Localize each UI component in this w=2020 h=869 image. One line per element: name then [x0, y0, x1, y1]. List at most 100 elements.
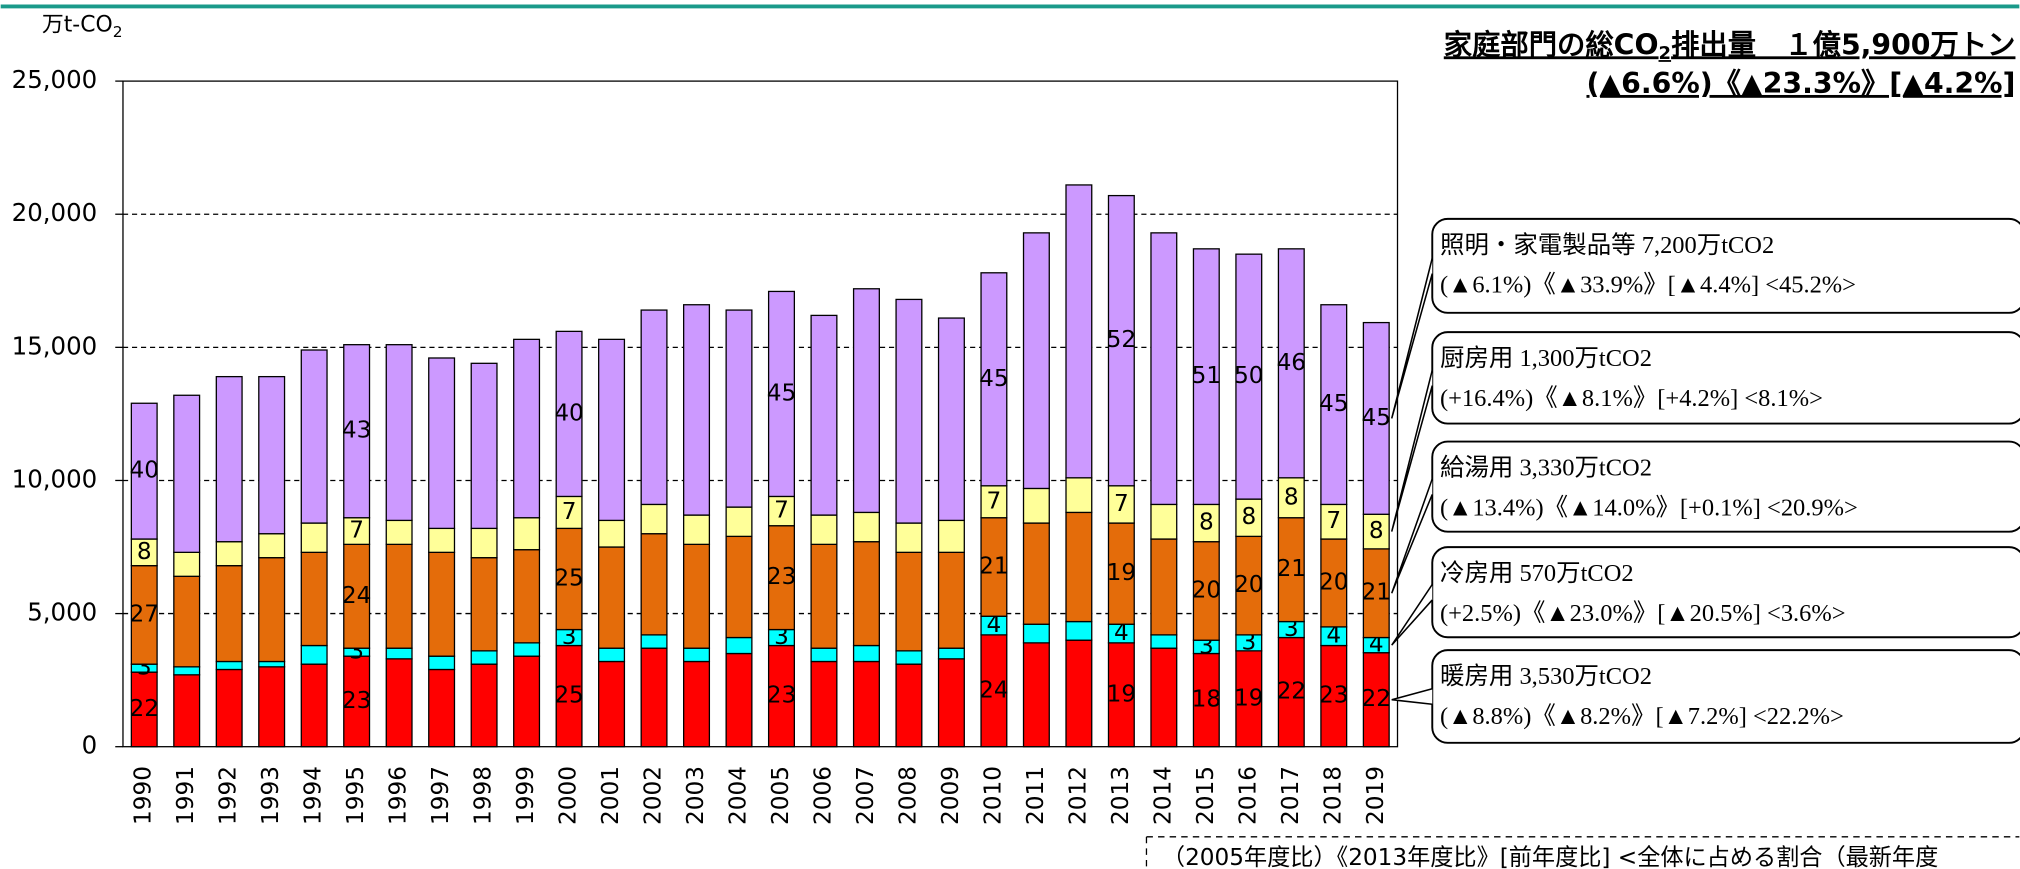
share-label: 24	[979, 676, 1008, 703]
bar-segment	[895, 522, 923, 553]
bar-segment	[598, 546, 626, 649]
bar-segment	[428, 668, 456, 748]
bar-segment	[598, 519, 626, 548]
bar-segment	[173, 551, 201, 577]
bar-segment	[980, 634, 1008, 748]
y-tick-label: 25,000	[12, 65, 98, 94]
share-label: 19	[1107, 680, 1136, 707]
bar-segment	[215, 375, 243, 543]
x-tick-label: 2010	[979, 766, 1006, 825]
share-label: 52	[1107, 326, 1136, 353]
bar-segment	[215, 660, 243, 671]
callout-line2: (▲8.8%)《▲8.2%》[▲7.2%] <22.2%>	[1440, 703, 1844, 730]
x-tick-label: 2012	[1064, 766, 1091, 825]
bar-segment	[385, 344, 413, 522]
share-label: 22	[1277, 678, 1306, 705]
bar-segment	[852, 511, 880, 543]
bar-segment	[513, 655, 541, 748]
bar-segment	[173, 666, 201, 676]
bar-segment	[640, 309, 668, 506]
bar-segment	[215, 668, 243, 748]
x-tick-label: 2008	[894, 766, 921, 825]
bar-segment	[1107, 642, 1135, 748]
bar-segment	[1022, 487, 1050, 524]
bar-segment	[385, 519, 413, 546]
bar-segment	[1362, 548, 1390, 639]
bar-segment	[1150, 232, 1178, 506]
bar-segment	[1277, 636, 1305, 748]
bar-segment	[300, 644, 328, 665]
bar-segment	[1065, 620, 1093, 641]
bar-segment	[1065, 511, 1093, 623]
share-label: 19	[1107, 559, 1136, 586]
bar-segment	[640, 634, 668, 649]
bar-segment	[555, 495, 583, 530]
bar-segment	[1107, 485, 1135, 524]
bar-segment	[173, 575, 201, 668]
x-tick-label: 2002	[640, 766, 667, 825]
bar-segment	[1065, 184, 1093, 479]
bar-segment	[1277, 248, 1305, 479]
bar-segment	[598, 660, 626, 748]
bar-segment	[130, 402, 158, 540]
bar-segment	[555, 527, 583, 631]
callout-line1: 給湯用 3,330万tCO2	[1440, 454, 1652, 482]
share-label: 23	[342, 687, 371, 714]
callout-pointer	[1390, 257, 1434, 419]
share-label: 25	[554, 682, 583, 709]
share-label: 45	[979, 365, 1008, 392]
bar-segment	[852, 644, 880, 663]
bar-segment	[1150, 634, 1178, 649]
bar-segment	[682, 304, 711, 516]
callout-line1: 厨房用 1,300万tCO2	[1440, 344, 1652, 372]
bar-segment	[470, 557, 498, 652]
bar-segment	[937, 317, 965, 522]
bar-segment	[513, 642, 541, 657]
share-label: 20	[1234, 571, 1263, 598]
bar-segment	[980, 272, 1008, 487]
bar-segment	[852, 660, 880, 748]
bar-segment	[810, 647, 838, 663]
bar-segment	[343, 517, 371, 546]
share-label: 45	[1362, 404, 1391, 431]
title-sub: 2	[1659, 43, 1672, 64]
bar-segment	[598, 338, 626, 522]
bar-segment	[640, 503, 668, 535]
x-tick-label: 2016	[1234, 766, 1261, 825]
bar-segment	[1150, 538, 1178, 636]
bar-segment	[555, 330, 583, 498]
bar-segment	[300, 522, 328, 553]
bar-segment	[937, 519, 965, 553]
bar-segment	[1065, 639, 1093, 748]
bar-segment	[1362, 513, 1390, 550]
bar-segment	[300, 551, 328, 647]
bar-segment	[1362, 652, 1390, 748]
bar-segment	[343, 655, 371, 748]
bar-segment	[258, 557, 286, 663]
share-label: 8	[1241, 503, 1256, 530]
x-tick-label: 2015	[1192, 766, 1219, 825]
share-label: 23	[767, 682, 796, 709]
bar-segment	[130, 538, 158, 567]
share-label: 18	[1192, 686, 1221, 713]
share-label: 8	[1369, 517, 1384, 544]
unit-label: 万t-CO2	[42, 13, 123, 41]
share-label: 21	[1277, 555, 1306, 582]
share-label: 20	[1192, 576, 1221, 603]
x-tick-label: 1992	[215, 766, 242, 825]
bar-segment	[980, 517, 1008, 617]
share-label: 19	[1234, 684, 1263, 711]
bar-segment	[130, 671, 158, 748]
bar-segment	[810, 514, 838, 546]
bar-segment	[767, 495, 796, 527]
x-tick-label: 1998	[470, 766, 497, 825]
bar-segment	[1107, 522, 1135, 625]
bar-segment	[1192, 652, 1220, 748]
share-label: 22	[129, 695, 158, 722]
bar-segment	[895, 298, 923, 524]
unit-main: 万t-CO	[42, 13, 113, 38]
bar-segment	[1235, 498, 1263, 538]
share-label: 46	[1277, 349, 1306, 376]
share-label: 8	[137, 538, 152, 565]
title-main: 家庭部門の総CO	[1444, 28, 1659, 61]
